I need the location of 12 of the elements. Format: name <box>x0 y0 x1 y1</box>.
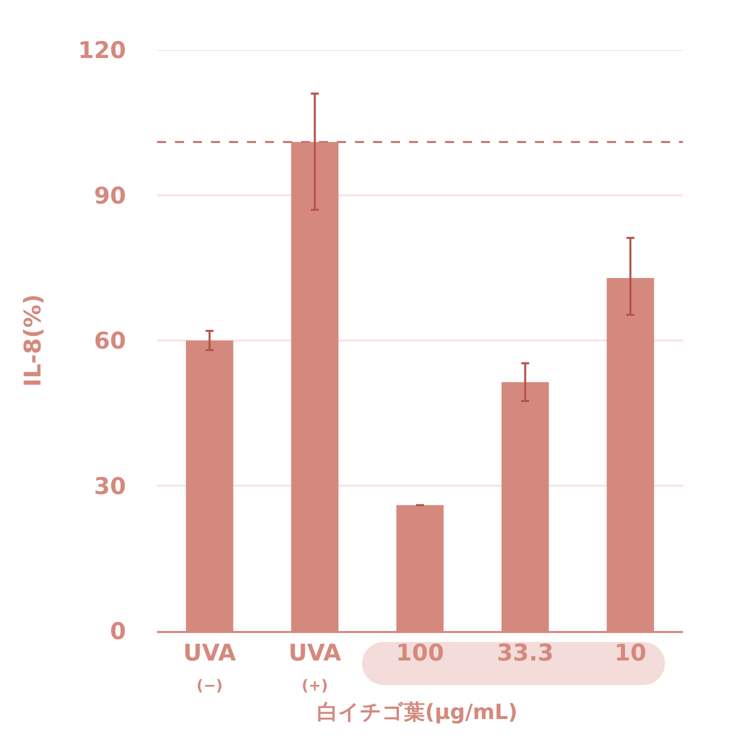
x-tick-label: 100 <box>396 640 444 667</box>
y-tick-label: 90 <box>94 183 126 210</box>
x-tick-label: 33.3 <box>496 640 554 667</box>
x-axis-title: 白イチゴ葉(μg/mL) <box>317 700 518 724</box>
x-tick-label: UVA (−) <box>183 640 236 694</box>
x-tick-label: 10 <box>614 640 646 667</box>
y-axis-title: IL-8(%) <box>20 294 46 387</box>
y-tick-label: 0 <box>110 619 126 646</box>
y-tick-label: 60 <box>94 328 126 355</box>
y-tick-label: 30 <box>94 474 126 500</box>
x-tick-label: UVA (+) <box>288 640 342 694</box>
y-tick-label: 120 <box>78 38 126 64</box>
